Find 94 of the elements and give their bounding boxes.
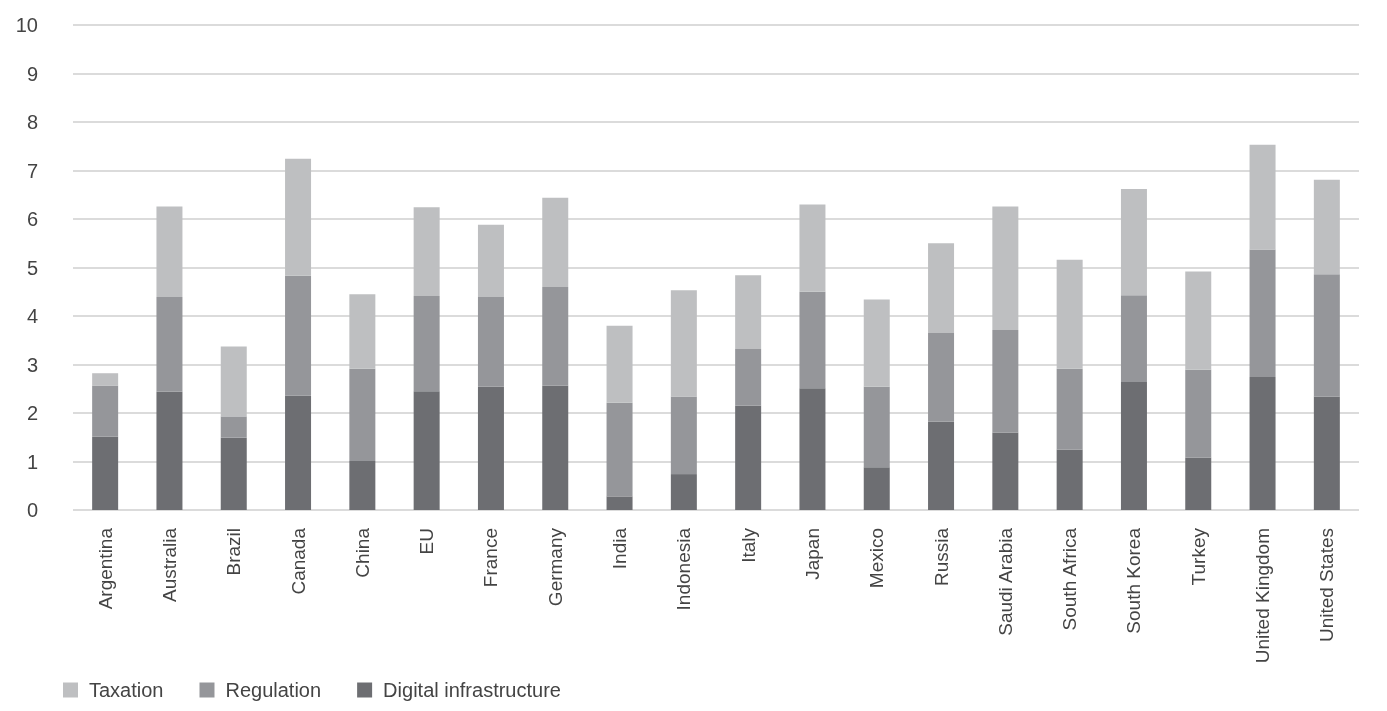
bar bbox=[992, 330, 1019, 433]
y-tick-label: 10 bbox=[15, 14, 38, 36]
x-tick-label: Canada bbox=[287, 527, 309, 595]
bar bbox=[220, 437, 247, 510]
bar bbox=[477, 224, 504, 298]
y-tick-label: 0 bbox=[26, 499, 38, 521]
x-tick-label: Germany bbox=[544, 527, 566, 607]
bar bbox=[156, 391, 183, 510]
bar bbox=[1249, 377, 1276, 510]
bar bbox=[156, 206, 183, 298]
bar bbox=[1056, 259, 1083, 369]
bar bbox=[863, 299, 890, 387]
bar bbox=[928, 421, 955, 510]
bar bbox=[92, 436, 119, 510]
y-tick-label: 7 bbox=[26, 159, 38, 182]
bar bbox=[799, 291, 826, 389]
bar bbox=[799, 388, 826, 510]
bar bbox=[606, 325, 633, 403]
x-tick-label: EU bbox=[416, 528, 438, 555]
y-tick-label: 3 bbox=[26, 353, 38, 376]
bar bbox=[220, 416, 247, 438]
y-tick-label: 4 bbox=[26, 305, 38, 327]
x-tick-label: China bbox=[351, 527, 373, 578]
bar bbox=[542, 286, 569, 386]
legend-label: Taxation bbox=[89, 679, 164, 701]
bar bbox=[285, 395, 312, 510]
bar bbox=[285, 158, 312, 276]
bar bbox=[606, 402, 633, 497]
bar bbox=[349, 368, 376, 462]
x-tick-label: Turkey bbox=[1187, 527, 1209, 586]
bar bbox=[863, 467, 890, 510]
legend-label: Regulation bbox=[225, 679, 322, 701]
x-tick-label: India bbox=[609, 527, 631, 570]
x-tick-label: Indonesia bbox=[673, 527, 695, 611]
bar bbox=[1313, 396, 1340, 510]
x-tick-label: Japan bbox=[801, 528, 823, 580]
bar bbox=[863, 386, 890, 468]
bar bbox=[413, 391, 440, 510]
x-tick-label: Argentina bbox=[94, 527, 116, 610]
bar bbox=[606, 496, 633, 510]
legend-label: Digital infrastructure bbox=[383, 679, 561, 701]
bar bbox=[799, 204, 826, 292]
bar bbox=[992, 206, 1019, 331]
x-tick-label: United States bbox=[1316, 528, 1338, 643]
bar bbox=[735, 275, 762, 349]
x-tick-label: South Africa bbox=[1059, 527, 1081, 631]
bar bbox=[1120, 381, 1147, 510]
bar bbox=[1185, 457, 1212, 510]
bar bbox=[92, 385, 119, 437]
bar bbox=[1185, 271, 1212, 370]
y-tick-label: 2 bbox=[26, 402, 38, 424]
bar bbox=[92, 373, 119, 386]
y-tick-label: 9 bbox=[26, 62, 38, 85]
bar bbox=[542, 197, 569, 287]
bar bbox=[735, 348, 762, 406]
bar bbox=[1120, 295, 1147, 382]
bar bbox=[349, 294, 376, 369]
bar bbox=[477, 386, 504, 510]
bar bbox=[413, 207, 440, 297]
x-tick-label: Russia bbox=[930, 527, 952, 587]
bar bbox=[1249, 249, 1276, 378]
bar bbox=[349, 461, 376, 510]
bar bbox=[670, 290, 697, 397]
bar bbox=[735, 405, 762, 510]
x-tick-label: United Kingdom bbox=[1252, 528, 1274, 664]
bar bbox=[992, 432, 1019, 510]
y-tick-label: 6 bbox=[26, 208, 38, 230]
x-tick-label: Mexico bbox=[866, 528, 888, 589]
bar bbox=[1056, 449, 1083, 510]
y-tick-label: 1 bbox=[26, 450, 38, 473]
y-tick-label: 8 bbox=[26, 111, 38, 133]
bar bbox=[285, 275, 312, 396]
bar bbox=[1120, 188, 1147, 296]
bar bbox=[1185, 369, 1212, 458]
x-tick-label: South Korea bbox=[1123, 527, 1145, 634]
bar bbox=[670, 396, 697, 475]
x-tick-label: Saudi Arabia bbox=[994, 527, 1016, 636]
x-tick-label: Brazil bbox=[223, 528, 245, 576]
y-tick-label: 5 bbox=[26, 256, 38, 279]
bar bbox=[1313, 179, 1340, 275]
bar bbox=[928, 332, 955, 422]
bar bbox=[413, 296, 440, 392]
bar bbox=[156, 297, 183, 392]
bar bbox=[928, 243, 955, 333]
x-tick-label: Australia bbox=[158, 527, 180, 602]
bar bbox=[670, 474, 697, 510]
bar bbox=[1249, 144, 1276, 250]
bar bbox=[477, 297, 504, 387]
bar bbox=[542, 385, 569, 510]
x-tick-label: France bbox=[480, 528, 502, 588]
bar bbox=[220, 346, 247, 417]
bar bbox=[1056, 368, 1083, 450]
x-tick-label: Italy bbox=[737, 527, 759, 563]
bar bbox=[1313, 274, 1340, 397]
